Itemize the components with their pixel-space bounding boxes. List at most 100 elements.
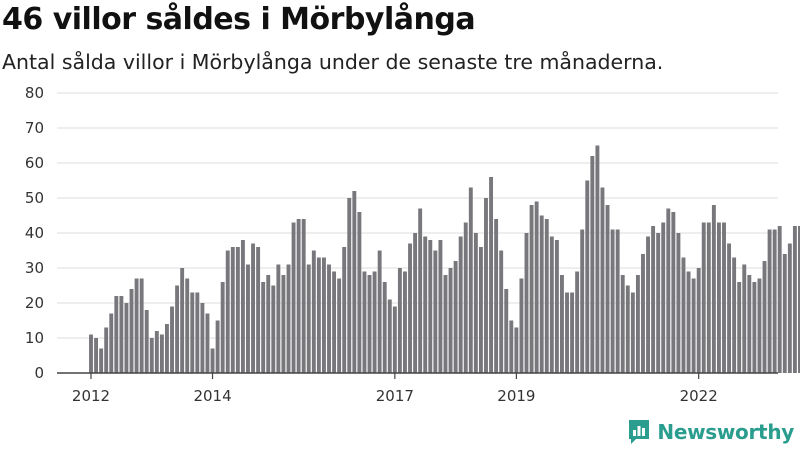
y-tick-label: 30 [25, 259, 44, 277]
bar [246, 264, 250, 373]
bar [438, 240, 443, 373]
bar [463, 222, 468, 373]
bar [210, 348, 215, 373]
bar [792, 226, 797, 373]
bar [620, 275, 625, 373]
bar [504, 289, 509, 373]
y-tick-label: 70 [25, 119, 44, 137]
bar [595, 145, 600, 373]
x-tick-label: 2012 [72, 387, 110, 405]
bar [230, 247, 235, 373]
bar [468, 187, 473, 373]
bar [610, 229, 615, 373]
bar [266, 275, 271, 373]
bar [225, 250, 230, 373]
bar [661, 222, 666, 373]
bar [691, 278, 696, 373]
x-tick-label: 2019 [497, 387, 535, 405]
bar [458, 236, 463, 373]
bar [696, 268, 701, 373]
bar [382, 282, 387, 373]
x-tick-label: 2014 [193, 387, 231, 405]
bar [544, 219, 549, 373]
bar [271, 285, 276, 373]
bar [747, 275, 752, 373]
bar [332, 271, 337, 373]
bar [473, 233, 478, 373]
bar [235, 247, 240, 373]
bar [104, 327, 109, 373]
bar [413, 233, 418, 373]
bar [560, 275, 564, 373]
bar [418, 208, 423, 373]
y-tick-label: 10 [25, 329, 44, 347]
bar [732, 257, 737, 373]
bar [321, 257, 326, 373]
bar [357, 212, 362, 373]
bar [180, 268, 185, 373]
bar [94, 338, 99, 373]
bar [240, 240, 245, 373]
bar [392, 306, 397, 373]
bar [514, 327, 519, 373]
bar [534, 201, 539, 373]
chart-title: 46 villor såldes i Mörbylånga [2, 2, 476, 37]
y-tick-label: 60 [25, 154, 44, 172]
bar [742, 264, 747, 373]
bar [762, 261, 767, 373]
bar [185, 278, 190, 373]
bar [509, 320, 514, 373]
bar [362, 271, 367, 373]
bar [646, 236, 650, 373]
bar [109, 313, 114, 373]
bar [261, 282, 266, 373]
bar [570, 292, 575, 373]
bar [580, 229, 585, 373]
bar [129, 289, 134, 373]
bar [99, 348, 104, 373]
bar [625, 285, 630, 373]
bar [170, 306, 174, 373]
bar [737, 282, 742, 373]
bar [433, 250, 438, 373]
bar [782, 254, 787, 373]
bar [215, 320, 220, 373]
bar [453, 261, 458, 373]
bar [352, 191, 357, 373]
bar [565, 292, 569, 373]
bar [200, 303, 205, 373]
bar [635, 275, 640, 373]
bar [428, 240, 433, 373]
bar [301, 219, 306, 373]
bar [89, 334, 93, 373]
bar [798, 226, 800, 373]
bar [549, 236, 554, 373]
bar [124, 303, 129, 373]
bar [114, 296, 119, 373]
bar [539, 215, 544, 373]
bar [397, 268, 402, 373]
y-tick-label: 0 [34, 364, 44, 382]
bar [387, 299, 392, 373]
bar [276, 264, 281, 373]
bar [281, 275, 286, 373]
bar [205, 313, 210, 373]
bar [605, 205, 610, 373]
bar [251, 243, 255, 373]
bar [165, 324, 169, 373]
brand-name: Newsworthy [657, 420, 794, 444]
bar [716, 222, 721, 373]
bar [484, 198, 488, 373]
bar [448, 268, 453, 373]
bar [367, 275, 372, 373]
newsworthy-brand: Newsworthy [627, 418, 794, 446]
bar [777, 226, 782, 373]
bar [676, 233, 681, 373]
bar [706, 222, 711, 373]
bar [144, 310, 149, 373]
bar [671, 212, 676, 373]
bar [554, 240, 559, 373]
y-tick-label: 20 [25, 294, 44, 312]
bar [327, 264, 331, 373]
bar [585, 180, 590, 373]
